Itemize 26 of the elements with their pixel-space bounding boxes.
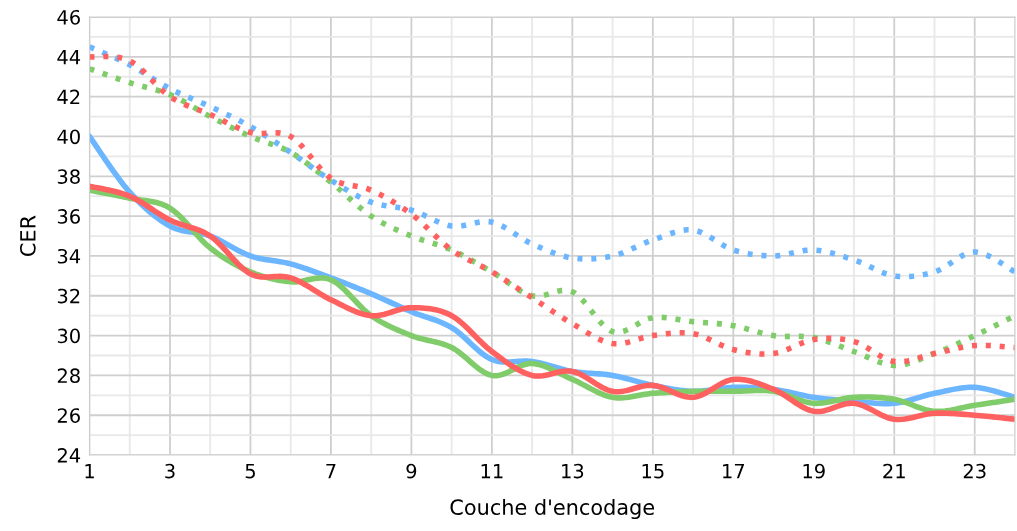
x-tick-label: 3 — [165, 463, 175, 479]
x-tick-label: 21 — [883, 463, 905, 479]
x-tick-label: 23 — [963, 463, 986, 479]
x-tick-label: 7 — [326, 464, 336, 479]
y-tick-label: 44 — [57, 50, 81, 65]
x-axis-title: Couche d'encodage — [450, 498, 655, 520]
x-tick-label: 1 — [85, 464, 94, 479]
y-tick-label: 36 — [57, 209, 80, 224]
y-tick-label: 26 — [57, 408, 80, 423]
x-tick-label: 17 — [723, 464, 745, 479]
y-tick-label: 24 — [57, 448, 81, 463]
y-tick-label: 28 — [57, 368, 80, 384]
x-tick-label: 9 — [406, 463, 417, 479]
y-tick-label: 34 — [57, 248, 81, 264]
y-tick-label: 30 — [57, 328, 80, 344]
y-tick-label: 38 — [57, 169, 80, 184]
x-tick-label: 19 — [803, 463, 825, 479]
y-tick-label: 46 — [57, 9, 80, 25]
x-tick-label: 13 — [562, 463, 584, 479]
y-tick-label: 42 — [57, 89, 80, 105]
x-tick-label: 11 — [481, 464, 503, 479]
x-tick-label: 5 — [245, 464, 255, 479]
y-axis-title: CER — [19, 215, 36, 256]
y-tick-label: 40 — [57, 129, 80, 145]
x-tick-label: 15 — [642, 464, 664, 479]
y-tick-label: 32 — [57, 288, 80, 304]
